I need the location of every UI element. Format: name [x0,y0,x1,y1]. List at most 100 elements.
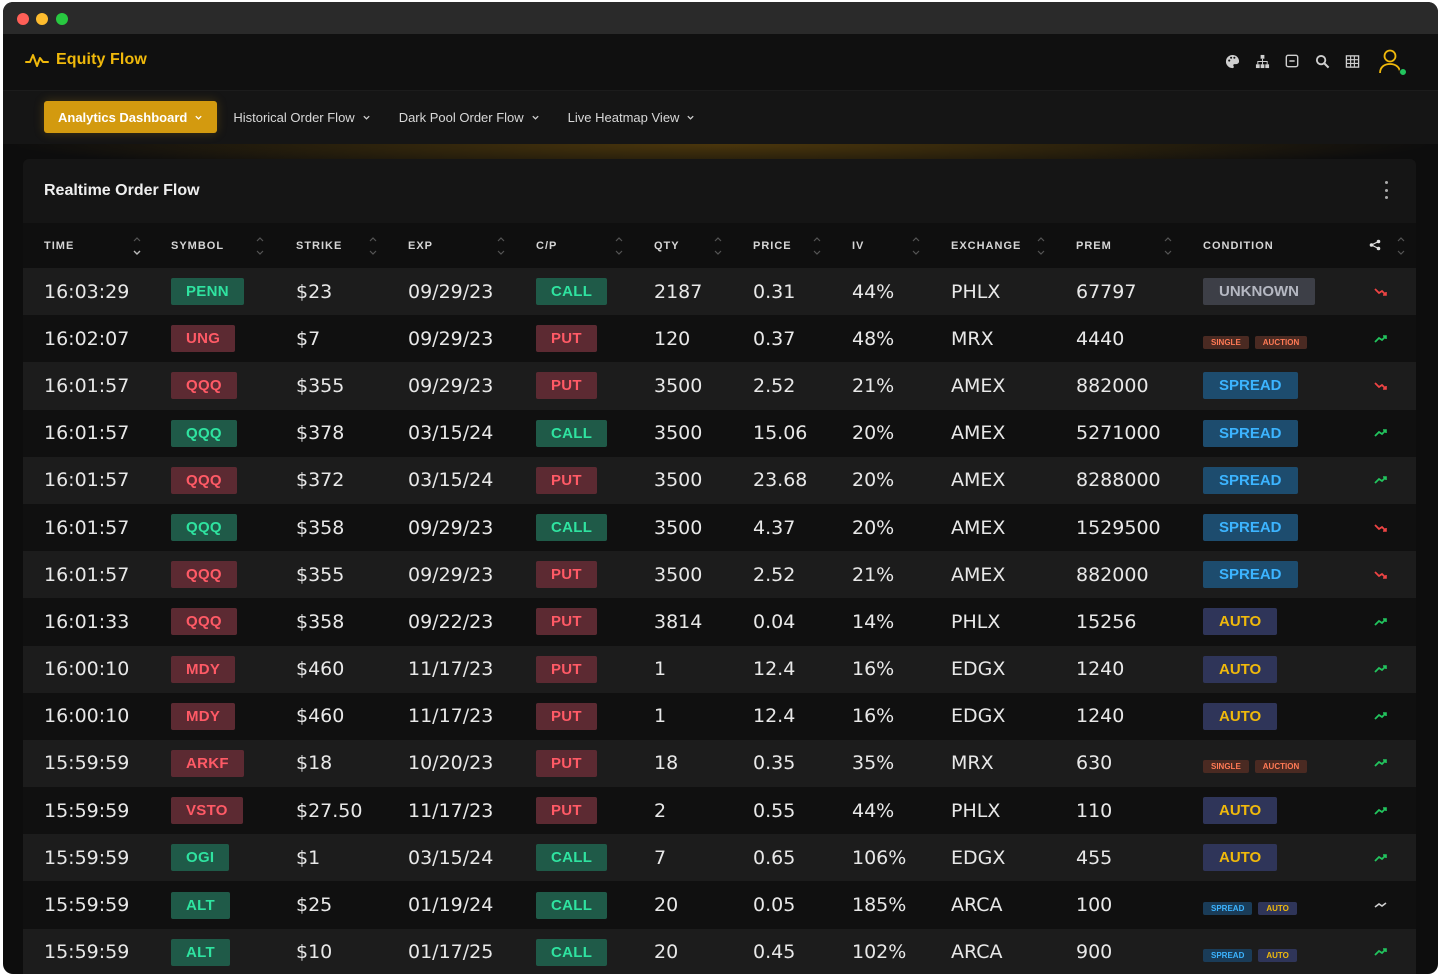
nav-tab-analytics-dashboard[interactable]: Analytics Dashboard [44,101,218,133]
sort-icon[interactable] [615,236,623,256]
condition-tag: AUCTION [1254,760,1308,774]
column-header-exp[interactable]: EXP [387,223,515,268]
cell-strike: $10 [275,928,387,974]
sort-icon[interactable] [256,236,264,256]
search-icon[interactable] [1314,53,1330,69]
table-row[interactable]: 16:01:57 QQQ $372 03/15/24 PUT 3500 23.68 20% AM… [23,456,1416,504]
column-header-qty[interactable]: QTY [633,223,732,268]
symbol-badge[interactable]: ARKF [171,749,244,777]
cell-price: 0.04 [732,598,831,646]
symbol-badge[interactable]: QQQ [171,514,237,542]
table-row[interactable]: 15:59:59 VSTO $27.50 11/17/23 PUT 2 0.55 44% PHL… [23,787,1416,835]
table-row[interactable]: 16:01:57 QQQ $355 09/29/23 PUT 3500 2.52 21% AME… [23,362,1416,410]
sort-icon[interactable] [813,236,821,256]
column-header-share[interactable] [1357,223,1416,268]
symbol-badge[interactable]: ALT [171,891,230,919]
symbol-badge[interactable]: MDY [171,655,236,683]
grid-icon[interactable] [1344,53,1360,69]
sort-icon[interactable] [133,236,141,256]
cell-condition: SPREAD [1182,409,1357,457]
nav-tab-live-heatmap-view[interactable]: Live Heatmap View [554,101,710,133]
symbol-badge[interactable]: QQQ [171,561,237,589]
minus-square-icon[interactable] [1284,53,1300,69]
table-row[interactable]: 16:01:33 QQQ $358 09/22/23 PUT 3814 0.04 14% PHL… [23,598,1416,646]
maximize-window-button[interactable] [56,13,68,25]
symbol-badge[interactable]: QQQ [171,419,237,447]
panel-header: Realtime Order Flow [23,159,1416,223]
table-row[interactable]: 16:01:57 QQQ $378 03/15/24 CALL 3500 15.06 20% A… [23,409,1416,457]
minimize-window-button[interactable] [36,13,48,25]
symbol-badge[interactable]: QQQ [171,372,237,400]
nav-tab-dark-pool-order-flow[interactable]: Dark Pool Order Flow [385,101,554,133]
brand[interactable]: Equity Flow [25,51,147,69]
table-row[interactable]: 15:59:59 ALT $10 01/17/25 CALL 20 0.45 102% ARCA… [23,928,1416,974]
cell-time: 16:00:10 [23,692,150,740]
table-row[interactable]: 15:59:59 ARKF $18 10/20/23 PUT 18 0.35 35% MRX 63… [23,739,1416,788]
table-row[interactable]: 16:01:57 QQQ $358 09/29/23 CALL 3500 4.37 20% AM… [23,503,1416,552]
sort-icon[interactable] [369,236,377,256]
cell-price: 12.4 [732,692,831,740]
symbol-badge[interactable]: MDY [171,702,236,730]
column-header-strike[interactable]: STRIKE [275,223,387,268]
nav-tab-historical-order-flow[interactable]: Historical Order Flow [219,101,384,133]
cell-time: 16:01:57 [23,551,150,599]
pulse-logo-icon [25,54,49,67]
cell-price: 0.37 [732,315,831,363]
column-header-symbol[interactable]: SYMBOL [150,223,275,268]
table-row[interactable]: 16:03:29 PENN $23 09/29/23 CALL 2187 0.31 44% PH… [23,268,1416,316]
column-header-c-p[interactable]: C/P [515,223,633,268]
cell-trend [1357,598,1416,646]
cell-call-put: PUT [515,362,633,410]
symbol-badge[interactable]: ALT [171,938,230,966]
cell-quantity: 3500 [633,551,732,599]
symbol-badge[interactable]: VSTO [171,797,243,825]
cell-premium: 4440 [1055,315,1182,363]
symbol-badge[interactable]: UNG [171,325,236,353]
table-row[interactable]: 15:59:59 OGI $1 03/15/24 CALL 7 0.65 106% EDGX 45… [23,834,1416,882]
condition-badge: AUTO [1203,655,1278,683]
table-row[interactable]: 16:01:57 QQQ $355 09/29/23 PUT 3500 2.52 21% AME… [23,551,1416,599]
table-row[interactable]: 16:00:10 MDY $460 11/17/23 PUT 1 12.4 16% EDGX 12… [23,692,1416,740]
more-options-icon[interactable] [1384,181,1388,199]
sort-icon[interactable] [714,236,722,256]
column-header-price[interactable]: PRICE [732,223,831,268]
cell-time: 16:02:07 [23,315,150,363]
user-icon [1379,49,1401,74]
user-avatar[interactable] [1378,48,1407,76]
column-header-prem[interactable]: PREM [1055,223,1182,268]
column-header-condition[interactable]: CONDITION [1182,223,1357,268]
cell-exchange: AMEX [930,551,1055,599]
cell-symbol: ALT [150,881,275,929]
sitemap-icon[interactable] [1254,53,1270,69]
cell-quantity: 120 [633,315,732,363]
close-window-button[interactable] [17,13,29,25]
chevron-down-icon [531,110,540,125]
cell-condition: SPREAD [1182,551,1357,599]
symbol-badge[interactable]: PENN [171,278,244,306]
symbol-badge[interactable]: OGI [171,844,230,872]
column-label: EXP [408,239,434,252]
cell-price: 4.37 [732,503,831,552]
table-row[interactable]: 15:59:59 ALT $25 01/19/24 CALL 20 0.05 185% ARCA… [23,881,1416,929]
cell-condition: UNKNOWN [1182,268,1357,316]
cell-expiration: 09/22/23 [387,598,515,646]
condition-badge: SPREAD [1203,419,1298,447]
cell-exchange: MRX [930,315,1055,363]
symbol-badge[interactable]: QQQ [171,608,237,636]
symbol-badge[interactable]: QQQ [171,466,237,494]
condition-tag: SINGLE [1203,760,1249,774]
table-row[interactable]: 16:02:07 UNG $7 09/29/23 PUT 120 0.37 48% MRX 444… [23,315,1416,363]
sort-icon[interactable] [1037,236,1045,256]
column-header-iv[interactable]: IV [831,223,930,268]
trend-up-icon [1374,664,1416,674]
palette-icon[interactable] [1224,53,1240,69]
sort-icon[interactable] [497,236,505,256]
column-header-time[interactable]: TIME [23,223,150,268]
cell-time: 15:59:59 [23,739,150,788]
column-header-exchange[interactable]: EXCHANGE [930,223,1055,268]
sort-icon[interactable] [912,236,920,256]
cell-exchange: PHLX [930,598,1055,646]
table-row[interactable]: 16:00:10 MDY $460 11/17/23 PUT 1 12.4 16% EDGX 12… [23,645,1416,693]
sort-icon[interactable] [1164,236,1172,256]
cell-time: 16:00:10 [23,645,150,693]
